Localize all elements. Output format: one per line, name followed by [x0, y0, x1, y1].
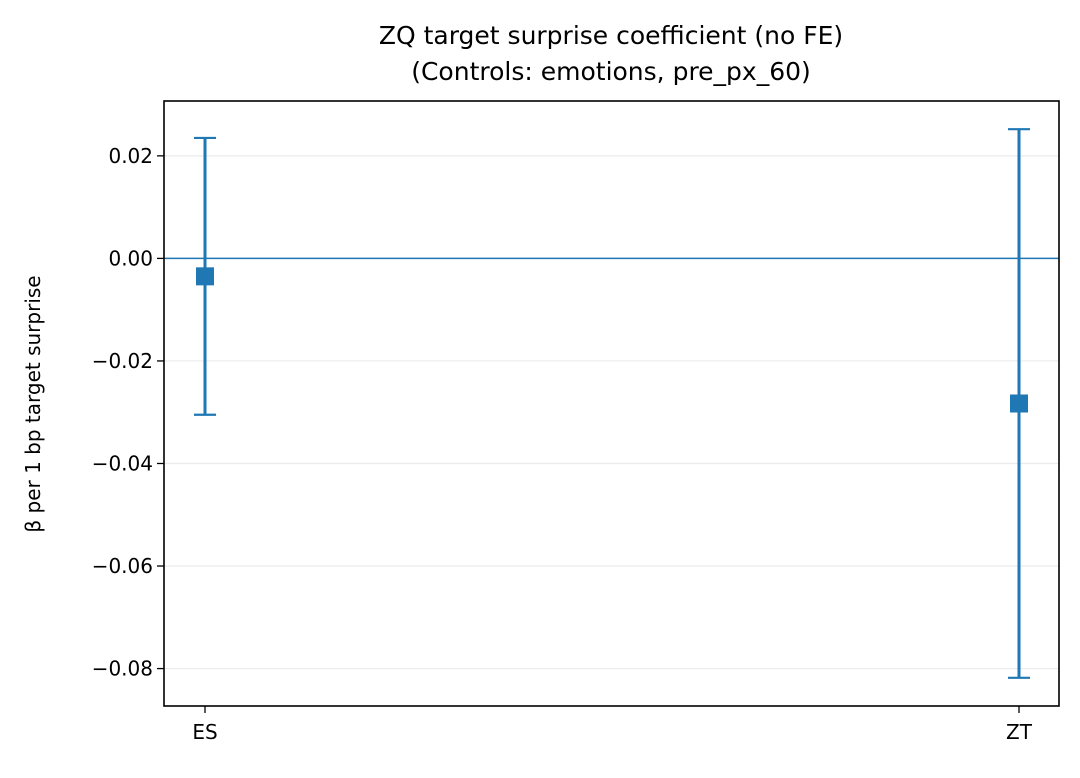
y-tick-label: −0.06 — [92, 554, 153, 578]
y-axis: 0.02 0.00 −0.02 −0.04 −0.06 −0.08 — [92, 144, 164, 681]
y-tick-label: −0.08 — [92, 657, 153, 681]
chart-subtitle: (Controls: emotions, pre_px_60) — [411, 57, 811, 86]
x-axis: ES ZT — [192, 706, 1033, 744]
y-tick-label: −0.04 — [92, 451, 153, 475]
y-tick-label: −0.02 — [92, 349, 153, 373]
plot-frame — [163, 100, 1060, 707]
point-marker — [196, 267, 214, 286]
x-tick-label: ZT — [1006, 720, 1033, 744]
chart-title: ZQ target surprise coefficient (no FE) — [379, 21, 843, 50]
y-tick-label: 0.02 — [108, 144, 153, 168]
gridlines — [164, 155, 1059, 670]
y-tick-label: 0.00 — [108, 246, 153, 270]
y-axis-label: β per 1 bp target surprise — [21, 275, 45, 532]
point-marker — [1010, 394, 1028, 413]
x-tick-label: ES — [192, 720, 217, 744]
data-marks — [194, 128, 1030, 679]
